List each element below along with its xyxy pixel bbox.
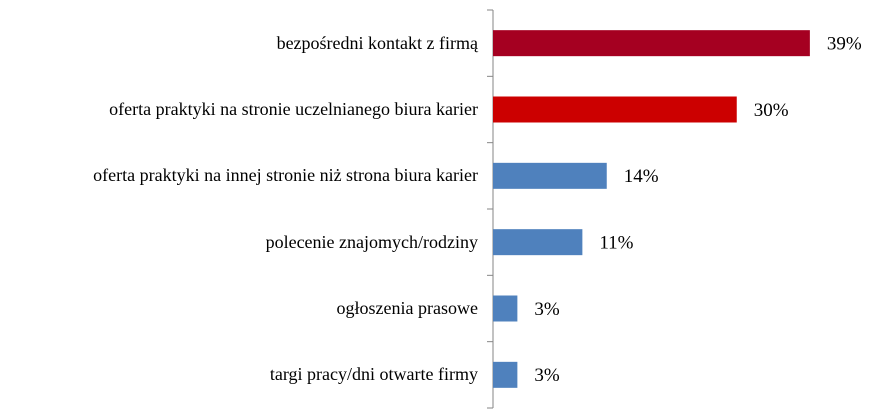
category-text: oferta praktyki na innej stronie niż str…: [93, 165, 478, 186]
category-label: ogłoszenia prasowe: [0, 275, 478, 341]
bar: [493, 361, 518, 388]
value-label: 30%: [754, 100, 789, 121]
category-text: ogłoszenia prasowe: [336, 297, 478, 318]
category-text: oferta praktyki na stronie uczelnianego …: [109, 98, 478, 119]
value-label: 11%: [599, 233, 633, 254]
bar: [493, 295, 518, 322]
value-label: 3%: [534, 365, 560, 386]
category-label: targi pracy/dni otwarte firmy: [0, 342, 478, 408]
category-text: polecenie znajomych/rodziny: [265, 231, 478, 252]
category-text: targi pracy/dni otwarte firmy: [269, 364, 478, 385]
bar: [493, 229, 583, 256]
category-text: bezpośredni kontakt z firmą: [276, 32, 478, 53]
category-label: bezpośredni kontakt z firmą: [0, 10, 478, 76]
value-label: 3%: [534, 299, 560, 320]
value-label: 39%: [827, 34, 862, 55]
bar: [493, 96, 737, 123]
bar: [493, 162, 607, 189]
category-label: polecenie znajomych/rodziny: [0, 209, 478, 275]
value-label: 14%: [624, 166, 659, 187]
bar: [493, 30, 810, 57]
category-label: oferta praktyki na stronie uczelnianego …: [0, 76, 478, 142]
category-label: oferta praktyki na innej stronie niż str…: [0, 143, 478, 209]
